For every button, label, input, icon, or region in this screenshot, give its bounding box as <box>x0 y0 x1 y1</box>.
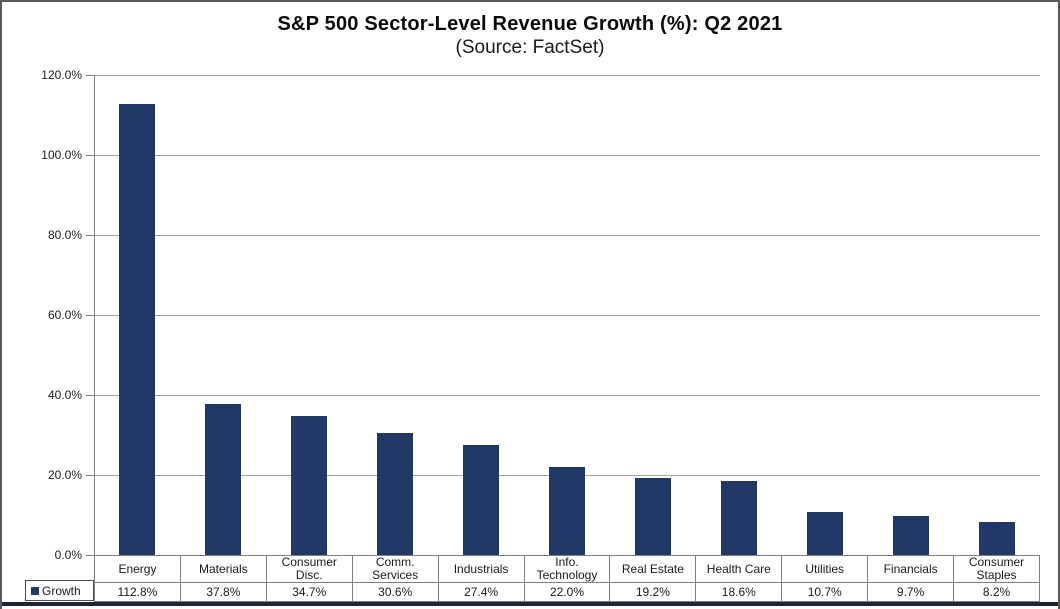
bar <box>635 478 671 555</box>
plot-area <box>94 75 1040 555</box>
value-cell: 37.8% <box>180 583 267 602</box>
category-cell: Info. Technology <box>524 555 611 583</box>
bars-container <box>94 75 1040 555</box>
value-cell: 8.2% <box>954 583 1040 602</box>
value-cell: 10.7% <box>782 583 869 602</box>
bar <box>721 480 757 555</box>
chart-subtitle: (Source: FactSet) <box>455 37 605 58</box>
y-axis-tick <box>86 395 94 396</box>
legend-key-swatch-icon <box>31 586 39 595</box>
y-tick-label: 100.0% <box>41 148 82 162</box>
legend: Growth <box>25 580 94 601</box>
category-cell: Materials <box>180 555 267 583</box>
gridline <box>94 235 1040 236</box>
y-tick-label: 60.0% <box>47 308 82 322</box>
y-axis-tick <box>86 235 94 236</box>
bar <box>807 512 843 555</box>
category-cell: Financials <box>868 555 955 583</box>
value-cell: 9.7% <box>868 583 955 602</box>
value-cell: 22.0% <box>524 583 611 602</box>
category-cell: Energy <box>94 555 181 583</box>
gridline <box>94 75 1040 76</box>
category-cell: Health Care <box>696 555 783 583</box>
legend-label: Growth <box>42 583 81 598</box>
bar <box>979 522 1015 555</box>
value-cell: 112.8% <box>94 583 181 602</box>
value-cell: 18.6% <box>696 583 783 602</box>
y-axis-tick <box>86 475 94 476</box>
bottom-border <box>2 602 1058 606</box>
y-tick-label: 80.0% <box>47 228 82 242</box>
bar <box>463 445 499 555</box>
bar <box>377 432 413 555</box>
category-cell: Industrials <box>438 555 525 583</box>
value-cell: 19.2% <box>610 583 697 602</box>
bar-slot <box>868 75 954 555</box>
bar-slot <box>438 75 524 555</box>
value-cell: 34.7% <box>266 583 353 602</box>
value-cell: 27.4% <box>438 583 525 602</box>
y-axis-line <box>94 75 95 556</box>
y-tick-label: 120.0% <box>41 68 82 82</box>
bar-slot <box>696 75 782 555</box>
y-tick-label: 40.0% <box>47 388 82 402</box>
category-cell: Consumer Disc. <box>266 555 353 583</box>
gridline <box>94 155 1040 156</box>
category-cell: Real Estate <box>610 555 697 583</box>
bar <box>119 103 155 555</box>
bar-slot <box>782 75 868 555</box>
bar <box>291 416 327 555</box>
bar-slot <box>266 75 352 555</box>
bar-slot <box>524 75 610 555</box>
y-axis-tick <box>86 155 94 156</box>
bar-slot <box>94 75 180 555</box>
gridline <box>94 395 1040 396</box>
bar <box>893 516 929 555</box>
y-tick-label: 20.0% <box>47 468 82 482</box>
value-cell: 30.6% <box>352 583 439 602</box>
category-cell: Consumer Staples <box>954 555 1040 583</box>
category-cell: Comm. Services <box>352 555 439 583</box>
bar <box>205 403 241 555</box>
chart-title: S&P 500 Sector-Level Revenue Growth (%):… <box>277 13 783 35</box>
bar-slot <box>610 75 696 555</box>
value-row: 112.8% 37.8% 34.7% 30.6% 27.4% 22.0% 19.2% 18.6… <box>94 583 1040 602</box>
category-cell: Utilities <box>782 555 869 583</box>
bar-slot <box>180 75 266 555</box>
gridline <box>94 315 1040 316</box>
category-row: Energy Materials Consumer Disc. Comm. Servi… <box>94 555 1040 583</box>
y-axis-tick <box>86 75 94 76</box>
bar-slot <box>352 75 438 555</box>
bar <box>549 467 585 555</box>
y-axis-tick <box>86 315 94 316</box>
y-tick-label: 0.0% <box>54 548 82 562</box>
y-axis-tick <box>86 555 94 556</box>
bar-slot <box>954 75 1040 555</box>
